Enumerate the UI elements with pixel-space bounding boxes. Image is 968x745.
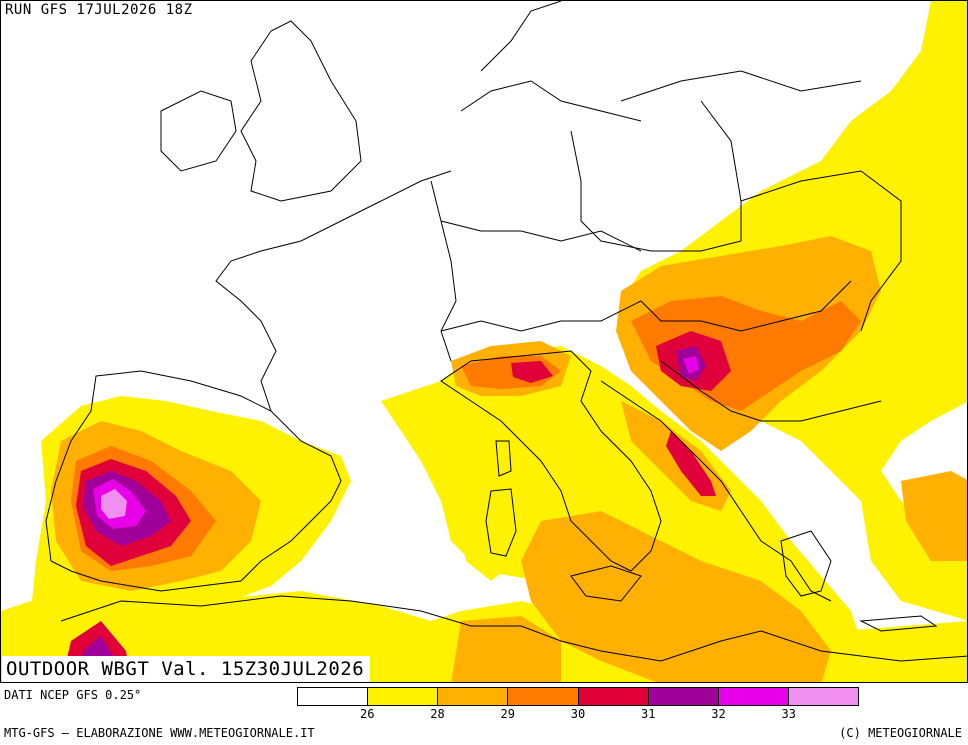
corsica-coast — [495, 440, 512, 477]
scandinavia-coast — [480, 1, 562, 72]
legend-label: 32 — [711, 707, 726, 721]
south-orange — [521, 511, 831, 682]
egypt-orange — [451, 616, 561, 682]
legend-swatch — [298, 688, 369, 705]
wbgt-map: RUN GFS 17JUL2026 18Z OUTDOOR WBGT Val. … — [0, 0, 968, 683]
legend-swatch — [788, 688, 858, 705]
france-border — [430, 180, 457, 362]
footer-copyright: (C) METEOGIORNALE — [839, 726, 962, 740]
legend-label: 26 — [360, 707, 375, 721]
sicily-coast — [570, 565, 642, 602]
legend-labels: 26 28 29 30 31 32 33 — [297, 707, 859, 723]
legend-swatch — [368, 688, 439, 705]
footer-credit: MTG-GFS — ELABORAZIONE WWW.METEOGIORNALE… — [4, 726, 315, 740]
legend-swatch — [438, 688, 509, 705]
balkan-coast — [600, 380, 832, 602]
legend-swatch — [578, 688, 649, 705]
map-title: OUTDOOR WBGT Val. 15Z30JUL2026 — [2, 656, 371, 682]
hungary-border — [640, 280, 852, 332]
africa-coast — [60, 595, 967, 662]
germany-coast — [460, 80, 642, 122]
baltic-coast — [620, 70, 862, 102]
run-label: RUN GFS 17JUL2026 18Z — [5, 2, 193, 18]
germany-border — [440, 220, 642, 252]
france-coast — [215, 170, 452, 412]
legend-label: 28 — [430, 707, 445, 721]
legend-label: 30 — [570, 707, 586, 721]
poland-border — [570, 100, 742, 252]
map-canvas — [1, 1, 967, 682]
britain-coast — [240, 20, 362, 202]
legend-swatch — [508, 688, 579, 705]
ukraine-border — [740, 170, 902, 332]
greece-coast — [780, 530, 832, 597]
adriatic-red — [666, 431, 716, 496]
alps-red — [511, 361, 553, 383]
data-source-label: DATI NCEP GFS 0.25° — [4, 688, 142, 702]
coastlines — [45, 1, 967, 662]
alps-border — [440, 300, 642, 332]
hungary-magenta — [683, 356, 699, 374]
legend-label: 31 — [641, 707, 656, 721]
legend-swatch — [648, 688, 719, 705]
iberia-pink — [101, 489, 127, 519]
iberia-coast — [45, 370, 342, 592]
legend-label: 33 — [781, 707, 796, 721]
sardinia-coast — [485, 488, 517, 557]
color-legend — [297, 687, 859, 706]
balkan-border — [660, 360, 882, 422]
crete-coast — [859, 615, 938, 632]
ireland-coast — [160, 90, 237, 172]
italy-coast — [440, 350, 662, 572]
sardinia-yellow — [461, 471, 521, 581]
east-orange — [901, 471, 967, 561]
legend-swatch — [718, 688, 789, 705]
legend-label: 29 — [500, 707, 515, 721]
